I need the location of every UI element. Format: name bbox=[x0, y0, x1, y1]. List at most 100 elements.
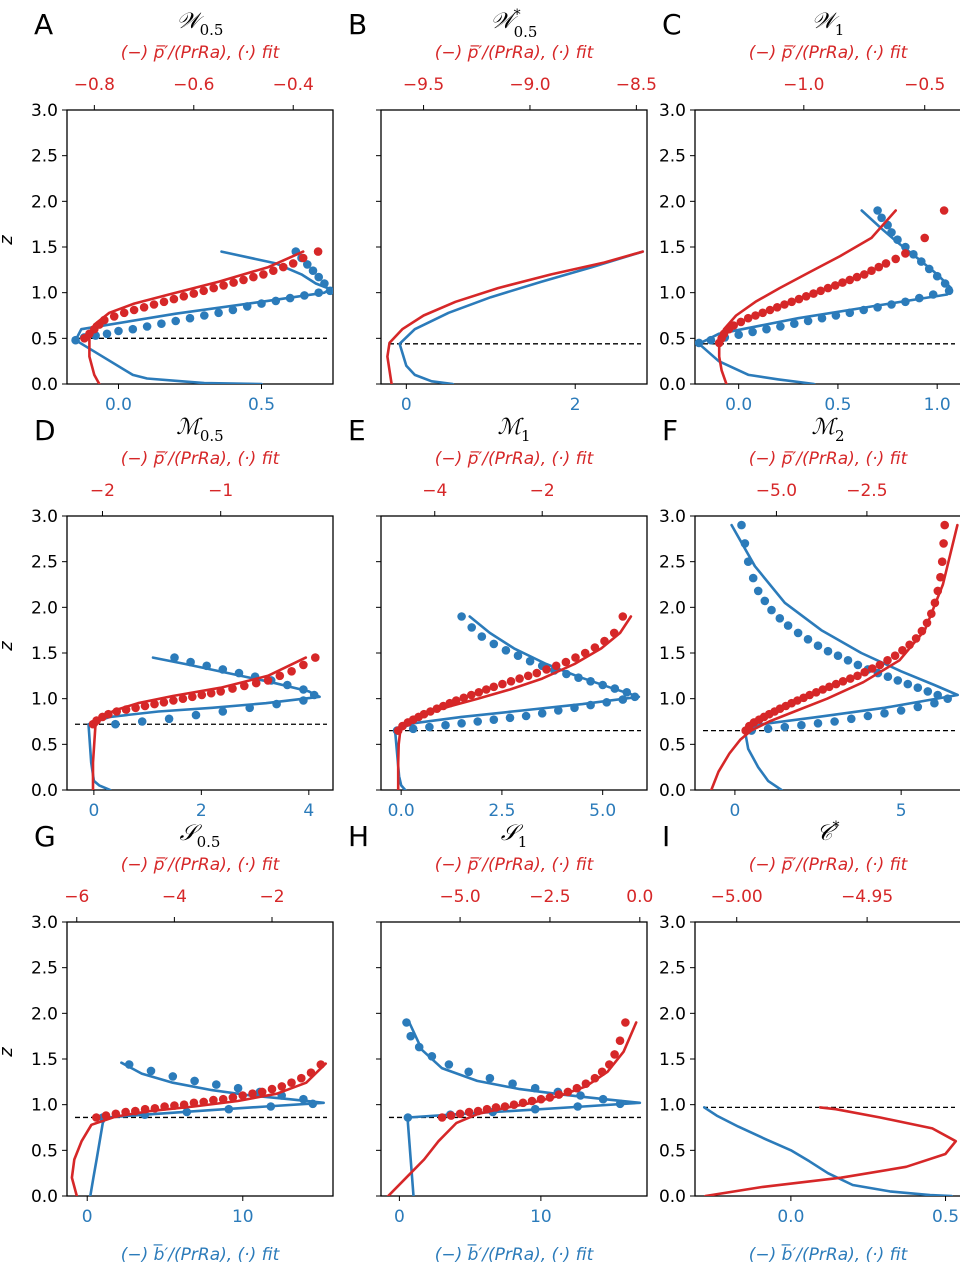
panel-f: F ℳ2 (−) p̅′/(PrRa), (·) fit −5.0 −2.5 0 5 0.0 0… bbox=[659, 414, 960, 821]
red-fit-point bbox=[267, 1084, 277, 1094]
plot-frame bbox=[66, 515, 334, 791]
red-fit-point bbox=[940, 520, 949, 530]
blue-fit-point bbox=[137, 717, 147, 726]
blue-fit-point bbox=[537, 709, 547, 718]
blue-fit-point bbox=[554, 706, 563, 715]
blue-fit-point bbox=[403, 1113, 413, 1122]
blue-fit-point bbox=[695, 338, 704, 348]
blue-fit-point bbox=[813, 641, 823, 650]
red-fit-point bbox=[298, 253, 308, 263]
z-tick-label: 2.0 bbox=[31, 192, 58, 212]
z-tick-label: 1.5 bbox=[31, 644, 58, 664]
red-fit-point bbox=[248, 1089, 257, 1098]
blue-fit-point bbox=[283, 680, 292, 690]
z-tick-label: 0.0 bbox=[31, 1187, 58, 1207]
red-fit-point bbox=[131, 1106, 140, 1116]
red-fit-point bbox=[939, 539, 948, 548]
plot-area bbox=[71, 247, 333, 384]
plot-frame bbox=[380, 109, 648, 385]
red-fit-point bbox=[426, 707, 435, 716]
red-fit-point bbox=[199, 286, 208, 296]
blue-fit-point bbox=[845, 308, 855, 318]
red-tick-label: −4 bbox=[162, 887, 187, 907]
blue-fit-point bbox=[525, 656, 535, 666]
red-fit-point bbox=[498, 679, 507, 689]
blue-tick-label: 0 bbox=[82, 1207, 93, 1227]
z-tick-label: 3.0 bbox=[659, 101, 686, 121]
blue-fit-point bbox=[859, 305, 868, 315]
red-fit-point bbox=[216, 687, 225, 696]
red-fit-point bbox=[518, 1098, 528, 1108]
blue-fit-point bbox=[917, 257, 926, 266]
red-tick-label: −5.0 bbox=[439, 887, 480, 907]
blue-fit-point bbox=[402, 1018, 411, 1027]
blue-curve bbox=[74, 250, 332, 384]
blue-fit-point bbox=[877, 213, 886, 223]
blue-curve bbox=[398, 250, 645, 384]
red-fit-point bbox=[92, 1113, 101, 1122]
red-fit-point bbox=[249, 272, 258, 282]
blue-fit-point bbox=[285, 293, 295, 303]
red-fit-point bbox=[178, 694, 188, 703]
red-fit-point bbox=[439, 701, 448, 711]
blue-fit-point bbox=[880, 709, 889, 718]
red-fit-point bbox=[313, 247, 323, 256]
blue-fit-point bbox=[257, 299, 266, 308]
panel-i: I 𝒞* (−) p̅′/(PrRa), (·) fit −5.00 −4.95 0.0 0… bbox=[659, 819, 960, 1265]
blue-fit-point bbox=[915, 293, 924, 303]
red-fit-point bbox=[758, 308, 767, 318]
blue-fit-point bbox=[576, 1091, 585, 1100]
blue-fit-point bbox=[706, 335, 716, 345]
blue-tick-label: 0.0 bbox=[388, 801, 415, 821]
red-fit-point bbox=[581, 1079, 591, 1088]
red-fit-point bbox=[852, 272, 862, 282]
red-fit-point bbox=[860, 270, 869, 279]
blue-axis-label: (−) b̅′/(PrRa), (·) fit bbox=[435, 1243, 595, 1265]
red-fit-point bbox=[898, 646, 907, 655]
red-fit-point bbox=[170, 1101, 179, 1110]
red-tick-label: −1.0 bbox=[783, 75, 824, 95]
blue-fit-point bbox=[776, 322, 785, 331]
blue-fit-point bbox=[586, 700, 595, 710]
red-fit-point bbox=[474, 688, 484, 697]
red-tick-label: −2 bbox=[90, 481, 115, 501]
panel-letter: E bbox=[348, 414, 366, 447]
red-fit-point bbox=[275, 671, 285, 681]
blue-fit-point bbox=[102, 329, 112, 339]
red-fit-point bbox=[780, 300, 789, 309]
red-fit-point bbox=[287, 1078, 296, 1087]
blue-fit-point bbox=[586, 677, 595, 686]
red-fit-point bbox=[838, 677, 848, 686]
blue-fit-point bbox=[157, 319, 166, 329]
red-fit-point bbox=[306, 1068, 316, 1077]
red-axis-label: (−) p̅′/(PrRa), (·) fit bbox=[121, 43, 281, 63]
red-fit-point bbox=[881, 259, 891, 268]
red-fit-point bbox=[930, 598, 940, 608]
panel-title: 𝒮1 bbox=[501, 821, 528, 851]
blue-fit-point bbox=[300, 291, 309, 300]
red-fit-point bbox=[853, 671, 862, 681]
panel-letter: A bbox=[34, 8, 53, 41]
blue-fit-point bbox=[505, 713, 515, 723]
red-tick-label: −0.4 bbox=[273, 75, 314, 95]
blue-fit-point bbox=[740, 539, 750, 548]
blue-fit-point bbox=[473, 717, 483, 726]
panel-title: 𝒲0.5 bbox=[177, 9, 224, 39]
panel-letter: B bbox=[348, 8, 367, 41]
red-axis-label: (−) p̅′/(PrRa), (·) fit bbox=[435, 449, 595, 469]
red-tick-label: −0.5 bbox=[904, 75, 945, 95]
red-tick-label: −4 bbox=[422, 481, 447, 501]
panel-d: D ℳ0.5 (−) p̅′/(PrRa), (·) fit −2 −1 0 2 4 0.0 0.… bbox=[0, 414, 334, 821]
blue-fit-point bbox=[513, 651, 523, 660]
red-fit-point bbox=[551, 661, 561, 671]
panel-letter: I bbox=[662, 820, 670, 853]
red-tick-label: 0.0 bbox=[626, 887, 653, 907]
red-fit-point bbox=[860, 667, 869, 677]
blue-tick-label: 0.5 bbox=[932, 1207, 959, 1227]
blue-fit-point bbox=[477, 632, 487, 641]
plot-frame bbox=[66, 109, 334, 385]
red-fit-point bbox=[140, 1104, 150, 1114]
blue-fit-point bbox=[228, 305, 238, 315]
blue-fit-point bbox=[111, 719, 120, 729]
